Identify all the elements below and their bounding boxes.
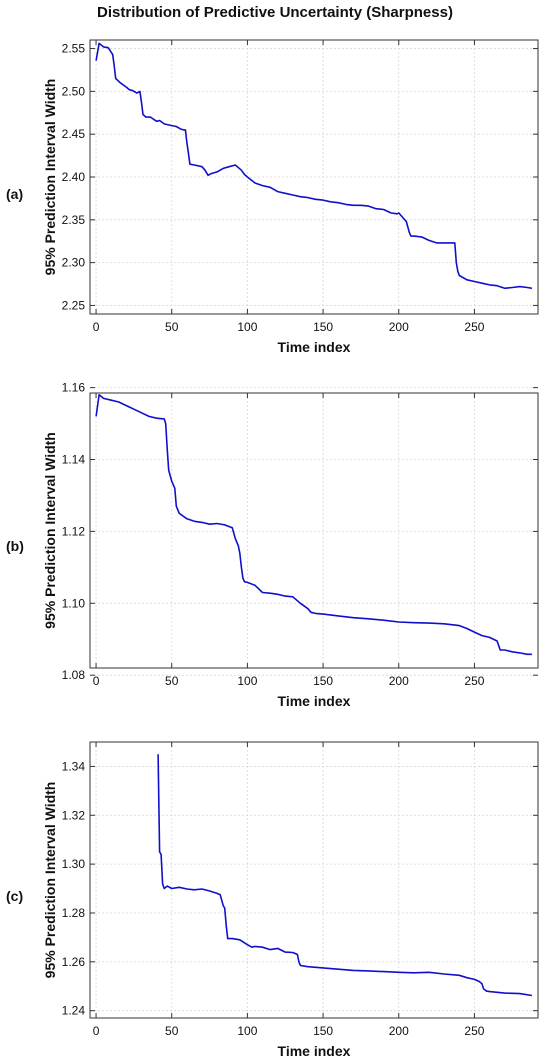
y-axis-label: 95% Prediction Interval Width: [42, 432, 58, 629]
plot-frame: [89, 741, 539, 1019]
x-tick-label: 50: [165, 674, 179, 688]
y-tick-label: 1.24: [62, 1004, 86, 1018]
panel-1: 0 50 100 150 200 250 2.25 2.30 2.35 2.40 2.45 2.50 2…: [42, 39, 539, 355]
y-tick-label: 1.14: [62, 453, 86, 467]
y-tick-label: 2.45: [62, 127, 86, 141]
y-tick-label: 2.30: [62, 256, 86, 270]
x-tick-label: 200: [389, 1024, 409, 1038]
panel-3: 0 50 100 150 200 250 1.24 1.26 1.28 1.30 1.32 1.34 T…: [42, 741, 539, 1059]
series-line: [95, 393, 532, 656]
y-tick-label: 2.25: [62, 298, 86, 312]
x-tick-label: 150: [313, 1024, 333, 1038]
y-tick-label: 1.08: [62, 668, 86, 682]
y-tick-label: 1.16: [62, 381, 86, 395]
x-tick-label: 50: [165, 320, 179, 334]
x-tick-label: 200: [389, 674, 409, 688]
x-tick-label: 0: [93, 674, 100, 688]
panel-label-b: (b): [6, 538, 24, 554]
panel-label-a: (a): [6, 186, 24, 202]
panel-label-c: (c): [6, 888, 24, 904]
y-tick-label: 1.30: [62, 857, 86, 871]
panel-2: 0 50 100 150 200 250 1.08 1.10 1.12 1.14 1.16 Time …: [42, 381, 539, 709]
x-tick-label: 200: [389, 320, 409, 334]
x-tick-label: 100: [237, 674, 257, 688]
y-tick-label: 1.12: [62, 524, 86, 538]
y-tick-label: 1.28: [62, 906, 86, 920]
y-tick-label: 2.40: [62, 170, 86, 184]
x-tick-label: 250: [464, 674, 484, 688]
y-tick-label: 1.10: [62, 596, 86, 610]
x-tick-label: 250: [464, 320, 484, 334]
y-tick-label: 1.34: [62, 759, 86, 773]
series-line: [95, 42, 533, 290]
y-axis-label: 95% Prediction Interval Width: [42, 79, 58, 276]
x-axis-label: Time index: [278, 1043, 351, 1059]
x-tick-label: 250: [464, 1024, 484, 1038]
x-tick-label: 150: [313, 320, 333, 334]
x-tick-label: 100: [237, 320, 257, 334]
x-tick-label: 100: [237, 1024, 257, 1038]
y-tick-label: 2.55: [62, 42, 86, 56]
y-tick-label: 2.35: [62, 213, 86, 227]
chart-title: Distribution of Predictive Uncertainty (…: [97, 4, 453, 21]
x-tick-label: 150: [313, 674, 333, 688]
y-axis-label: 95% Prediction Interval Width: [42, 782, 58, 979]
x-tick-label: 0: [93, 1024, 100, 1038]
y-tick-label: 2.50: [62, 84, 86, 98]
x-tick-label: 0: [93, 320, 100, 334]
y-tick-label: 1.32: [62, 808, 86, 822]
plot-frame: [89, 392, 539, 669]
x-tick-label: 50: [165, 1024, 179, 1038]
x-axis-label: Time index: [278, 339, 351, 355]
series-line: [157, 754, 533, 997]
y-tick-label: 1.26: [62, 955, 86, 969]
x-axis-label: Time index: [278, 693, 351, 709]
